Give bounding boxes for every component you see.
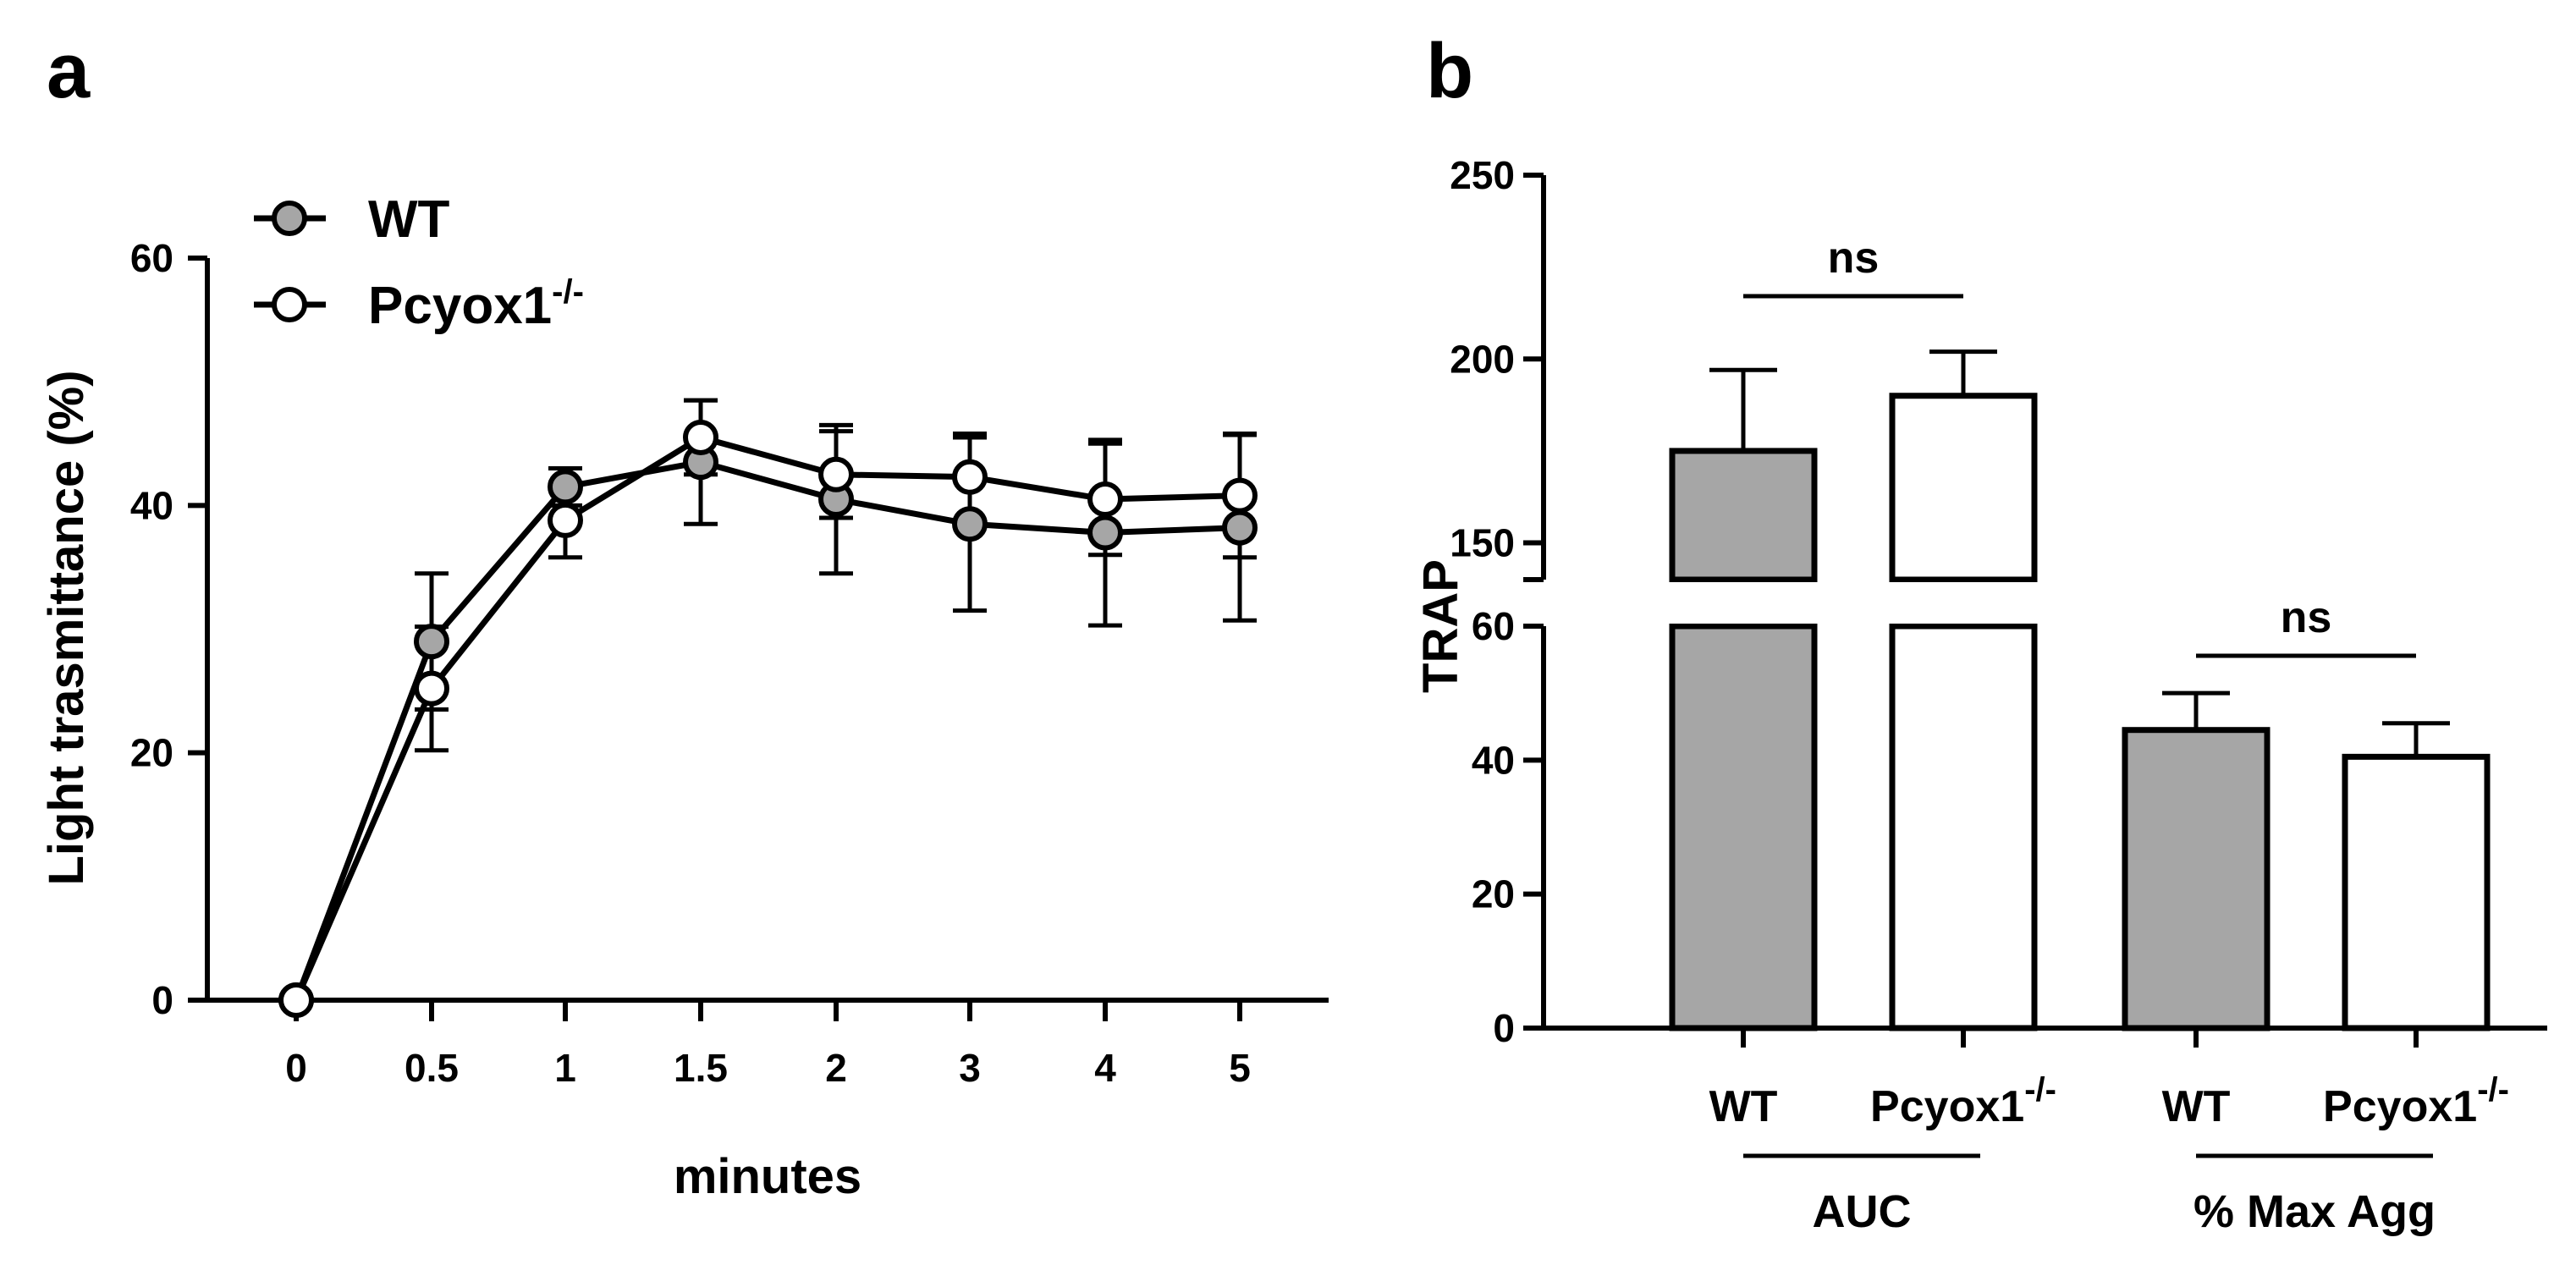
panel-a-x-tick-label: 2 bbox=[825, 1046, 847, 1090]
panel-b-y-tick-label: 200 bbox=[1450, 337, 1515, 381]
data-point bbox=[952, 459, 988, 495]
panel-a-y-tick-label: 40 bbox=[130, 483, 173, 527]
data-point bbox=[1222, 509, 1258, 546]
data-point bbox=[1222, 477, 1258, 514]
bar-auc-pcyox1-lower bbox=[1889, 623, 2038, 1031]
data-point bbox=[818, 456, 854, 492]
bar-category-label: Pcyox1-/- bbox=[2323, 1071, 2509, 1131]
data-point bbox=[414, 670, 449, 707]
series-line-pcyox1 bbox=[293, 434, 1241, 1002]
bar-category-label: WT bbox=[2162, 1082, 2231, 1131]
data-point bbox=[548, 469, 583, 505]
significance-label: ns bbox=[2281, 593, 2332, 642]
bar-auc-wt-upper bbox=[1669, 448, 1818, 583]
panel-b-y-tick-label: 20 bbox=[1472, 872, 1515, 916]
panel-a-x-label: minutes bbox=[674, 1149, 861, 1204]
group-label: % Max Agg bbox=[2193, 1186, 2436, 1237]
panel-a-y-tick-label: 0 bbox=[151, 978, 173, 1022]
data-point bbox=[952, 506, 988, 542]
legend-label: WT bbox=[368, 190, 450, 249]
group-label: AUC bbox=[1813, 1186, 1912, 1237]
axis-break-gap bbox=[1887, 582, 2039, 624]
data-point bbox=[414, 624, 449, 660]
panel-a-x-tick-label: 5 bbox=[1229, 1046, 1251, 1090]
panel-a-x-tick-label: 3 bbox=[959, 1046, 981, 1090]
bar-category-label: WT bbox=[1709, 1082, 1778, 1131]
panel-a-x-tick-label: 1.5 bbox=[674, 1046, 728, 1090]
panel-b-y-tick-label: 250 bbox=[1450, 153, 1515, 197]
panel-b-y-tick-label: 40 bbox=[1472, 738, 1515, 782]
legend-marker bbox=[272, 201, 307, 236]
axis-break-gap bbox=[1667, 582, 1819, 624]
panel-b-y-tick-label: 0 bbox=[1493, 1006, 1515, 1050]
data-point bbox=[278, 982, 314, 1018]
panel-a-y-label: Light trasmittance (%) bbox=[39, 370, 94, 885]
bar-category-label: Pcyox1-/- bbox=[1870, 1071, 2056, 1131]
chart-panel-a: minutes Light trasmittance (%) 0 20 40 60 0 0… bbox=[39, 190, 1329, 1204]
panel-a-x-tick-label: 1 bbox=[554, 1046, 576, 1090]
panel-a-y-tick-label: 20 bbox=[130, 731, 173, 775]
legend-label: Pcyox1-/- bbox=[368, 273, 584, 335]
legend-marker bbox=[272, 287, 307, 322]
panel-a-x-tick-label: 0 bbox=[285, 1046, 307, 1090]
data-point bbox=[683, 419, 718, 455]
bar-maxagg-wt bbox=[2122, 727, 2271, 1031]
series-line-wt bbox=[293, 459, 1241, 1002]
panel-a-x-tick-label: 4 bbox=[1094, 1046, 1116, 1090]
panel-b-y-tick-label: 150 bbox=[1450, 521, 1515, 565]
chart-panel-b: TRAP 150 200 250 0 20 40 60 WT Pcyox1-/- ns AUC WT P… bbox=[1413, 153, 2547, 1237]
bar-auc-pcyox1-upper bbox=[1889, 393, 2038, 583]
bar-maxagg-pcyox1 bbox=[2342, 753, 2491, 1031]
panel-b-letter: b bbox=[1426, 28, 1473, 114]
panel-a-x-tick-label: 0.5 bbox=[405, 1046, 459, 1090]
panel-b-y-tick-label: 60 bbox=[1472, 604, 1515, 648]
significance-label: ns bbox=[1828, 234, 1880, 283]
bar-auc-wt-lower bbox=[1669, 623, 1818, 1031]
data-point bbox=[1087, 514, 1123, 551]
panel-b-y-label: TRAP bbox=[1413, 559, 1468, 693]
data-point bbox=[1087, 481, 1123, 518]
data-point bbox=[548, 502, 583, 538]
panel-a-y-tick-label: 60 bbox=[130, 236, 173, 280]
panel-a-letter: a bbox=[47, 28, 91, 114]
